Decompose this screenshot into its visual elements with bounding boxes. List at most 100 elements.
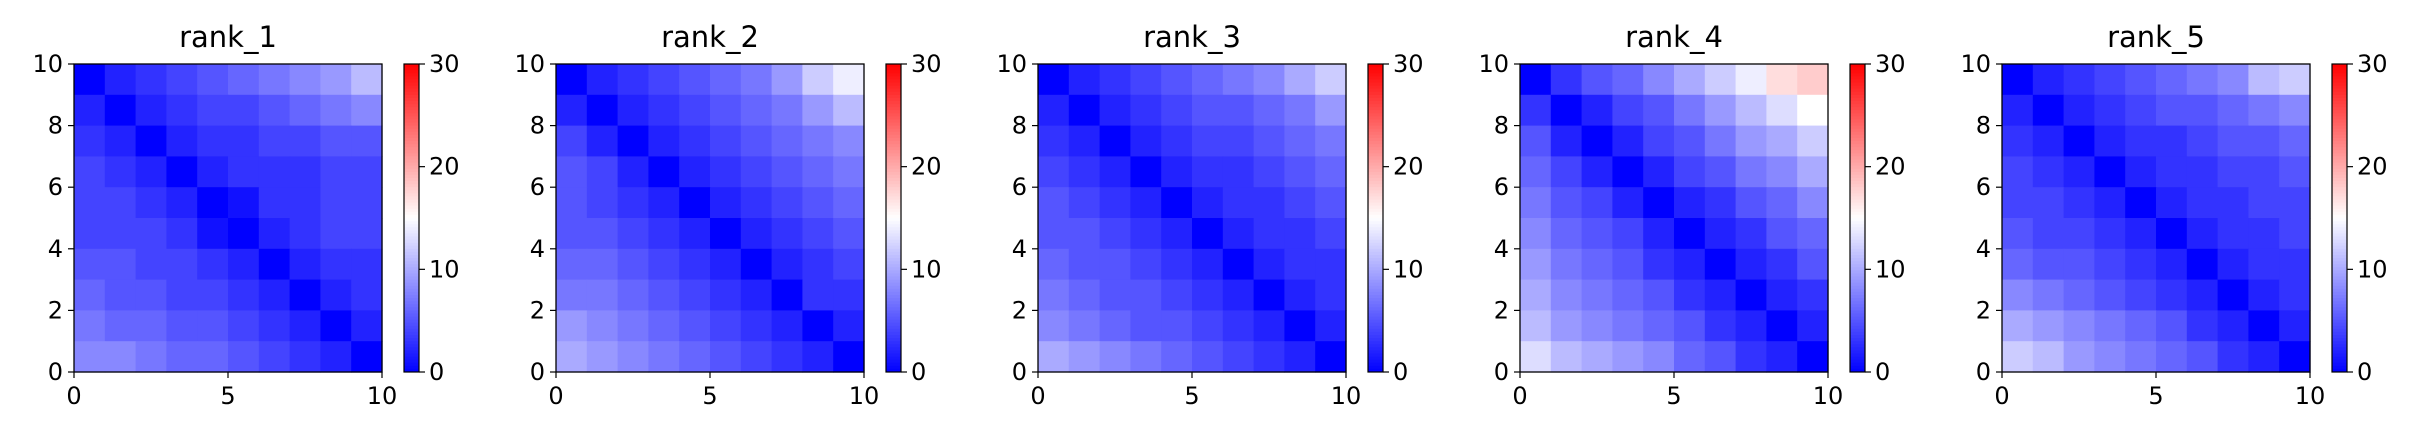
colorbar-segment [404, 159, 419, 164]
colorbar-segment [404, 301, 419, 305]
heatmap-cell [1581, 125, 1613, 157]
colorbar-segment [886, 288, 901, 293]
heatmap-cell [1735, 218, 1767, 250]
heatmap-cell [1315, 125, 1347, 157]
colorbar-segment [1368, 230, 1383, 234]
colorbar-segment [1368, 298, 1383, 302]
heatmap-cell [1581, 218, 1613, 250]
colorbar-segment [2332, 279, 2347, 284]
colorbar-segment [1850, 338, 1865, 342]
heatmap-cell [289, 125, 321, 157]
colorbar-segment [886, 322, 901, 327]
heatmap-cell [586, 156, 619, 188]
colorbar-segment [1368, 347, 1383, 351]
colorbar-segment [886, 325, 901, 330]
heatmap-cell [1130, 156, 1162, 188]
colorbar-segment [404, 196, 419, 201]
y-tick-label: 2 [530, 296, 545, 324]
colorbar-segment [886, 319, 901, 324]
heatmap-cell [74, 125, 106, 157]
colorbar-segment [1368, 79, 1383, 83]
colorbar-segment [1850, 76, 1865, 80]
colorbar-tick-label: 30 [911, 50, 942, 78]
heatmap-cell [2094, 218, 2126, 250]
colorbar-segment [404, 162, 419, 167]
colorbar-segment [2332, 291, 2347, 296]
heatmap-cell [2094, 341, 2126, 373]
colorbar-segment [886, 100, 901, 105]
heatmap-cell [2032, 341, 2065, 373]
colorbar-segment [1368, 356, 1383, 361]
heatmap-cell [1520, 156, 1552, 188]
heatmap-cell [679, 341, 711, 373]
colorbar-segment [1850, 97, 1865, 102]
colorbar-segment [886, 171, 901, 176]
colorbar-segment [2332, 338, 2347, 342]
heatmap-cell [710, 187, 742, 219]
heatmap-cell [1130, 310, 1162, 342]
colorbar-segment [886, 199, 901, 204]
heatmap-cell [74, 341, 106, 373]
heatmap-cell [771, 125, 803, 157]
heatmap-cell [1520, 341, 1552, 373]
colorbar-segment [404, 344, 419, 348]
colorbar-segment [404, 276, 419, 281]
heatmap-cell [2125, 248, 2157, 281]
heatmap-cell [1192, 187, 1224, 219]
colorbar-segment [404, 310, 419, 314]
colorbar-segment [404, 116, 419, 120]
colorbar-segment [886, 113, 901, 117]
heatmap-cell [2125, 125, 2157, 157]
y-tick-label: 8 [530, 112, 545, 140]
heatmap-cell [228, 94, 260, 127]
heatmap-cell [1581, 341, 1613, 373]
colorbar-segment [404, 165, 419, 170]
colorbar-segment [404, 153, 419, 157]
colorbar-segment [2332, 202, 2347, 207]
colorbar-segment [2332, 270, 2347, 274]
colorbar-segment [2332, 165, 2347, 170]
heatmap-cell [1704, 125, 1737, 157]
heatmap-cell [2094, 310, 2126, 342]
colorbar-segment [2332, 119, 2347, 124]
heatmap-cell [1192, 156, 1224, 188]
heatmap-cell [710, 248, 742, 281]
colorbar-segment [886, 156, 901, 160]
colorbar-segment [2332, 150, 2347, 154]
colorbar-segment [886, 107, 901, 111]
colorbar-segment [886, 134, 901, 139]
heatmap-cell [1222, 341, 1255, 373]
colorbar-segment [2332, 282, 2347, 287]
heatmap-cell [1222, 248, 1255, 281]
colorbar-segment [2332, 156, 2347, 160]
heatmap-cell [320, 310, 352, 342]
y-tick-label: 2 [1494, 296, 1509, 324]
heatmap-cell [1735, 125, 1767, 157]
heatmap-cell [2002, 125, 2034, 157]
heatmap-cell [2156, 310, 2188, 342]
heatmap-cell [289, 94, 321, 127]
colorbar-segment [2332, 131, 2347, 136]
colorbar-segment [404, 291, 419, 296]
colorbar-segment [404, 298, 419, 302]
heatmap-cell [1612, 248, 1644, 281]
heatmap-cell [2248, 248, 2280, 281]
heatmap-cell [771, 187, 803, 219]
colorbar-segment [1850, 279, 1865, 284]
colorbar-segment [1368, 88, 1383, 93]
colorbar-segment [1850, 285, 1865, 290]
heatmap-cell [2248, 64, 2280, 96]
x-tick-label: 10 [1331, 382, 1362, 410]
colorbar-segment [886, 254, 901, 259]
heatmap-cell [2002, 64, 2034, 96]
heatmap-cell [2063, 248, 2095, 281]
colorbar-segment [2332, 171, 2347, 176]
heatmap-cell [1612, 341, 1644, 373]
heatmap-cell [74, 156, 106, 188]
heatmap-cell [351, 310, 383, 342]
heatmap-cell [1581, 310, 1613, 342]
heatmap-cell [1253, 125, 1285, 157]
x-tick-label: 0 [1994, 382, 2009, 410]
heatmap-cell [2279, 187, 2311, 219]
colorbar-segment [886, 181, 901, 185]
